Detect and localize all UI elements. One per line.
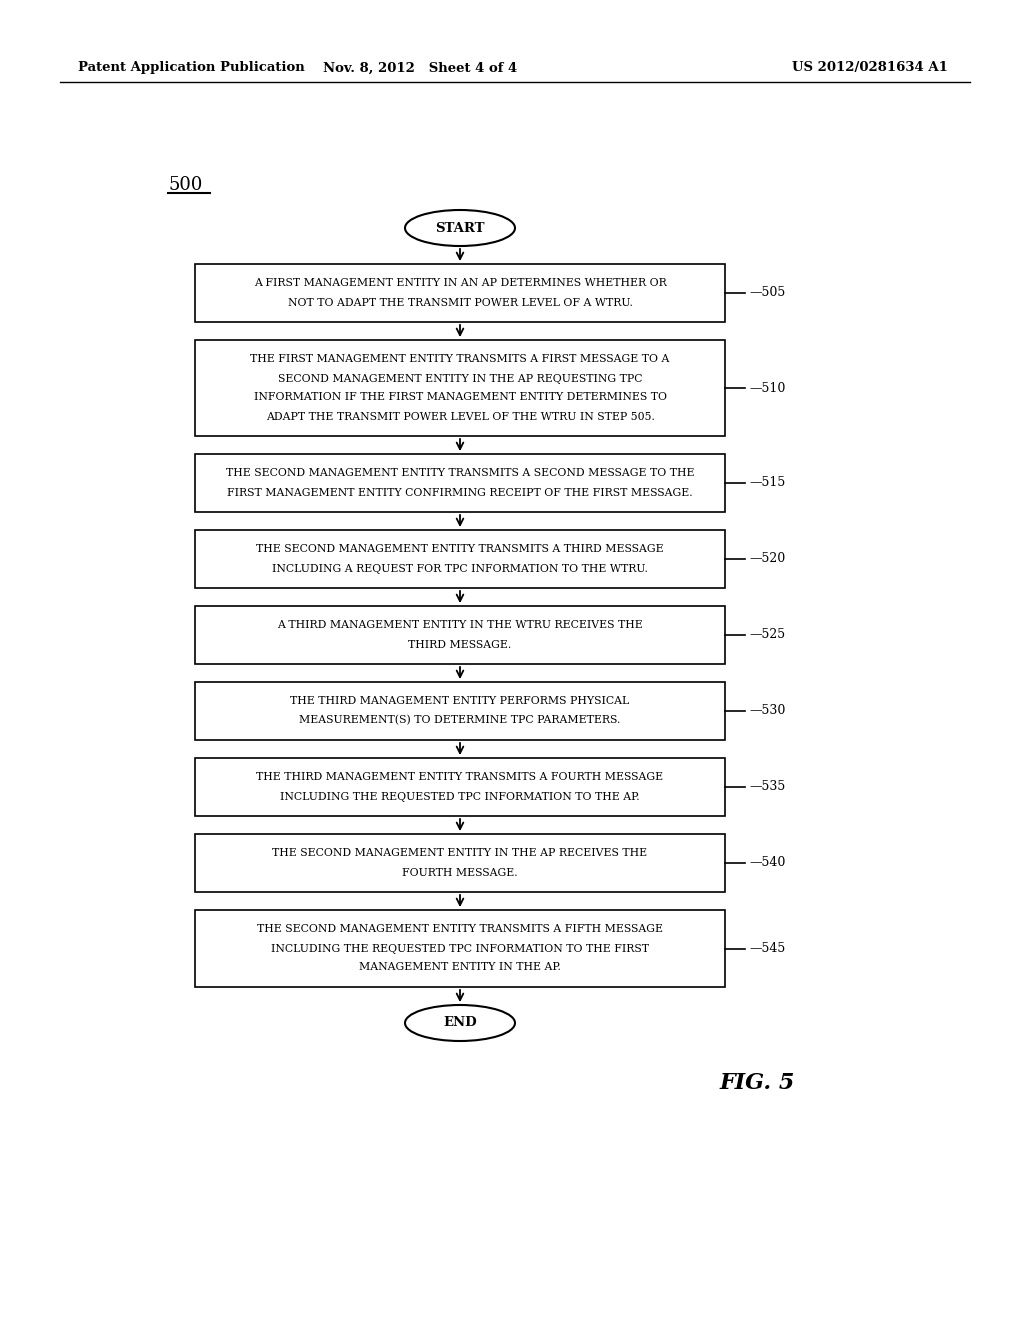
Text: THE SECOND MANAGEMENT ENTITY TRANSMITS A FIFTH MESSAGE: THE SECOND MANAGEMENT ENTITY TRANSMITS A…	[257, 924, 663, 935]
Text: —545: —545	[749, 942, 785, 954]
Bar	[195, 454, 725, 512]
Text: THE THIRD MANAGEMENT ENTITY TRANSMITS A FOURTH MESSAGE: THE THIRD MANAGEMENT ENTITY TRANSMITS A …	[256, 772, 664, 783]
Text: A THIRD MANAGEMENT ENTITY IN THE WTRU RECEIVES THE: A THIRD MANAGEMENT ENTITY IN THE WTRU RE…	[278, 620, 643, 631]
Text: Patent Application Publication: Patent Application Publication	[78, 62, 305, 74]
Bar	[195, 758, 725, 816]
Text: FIRST MANAGEMENT ENTITY CONFIRMING RECEIPT OF THE FIRST MESSAGE.: FIRST MANAGEMENT ENTITY CONFIRMING RECEI…	[227, 487, 693, 498]
Text: —520: —520	[749, 553, 785, 565]
Text: —515: —515	[749, 477, 785, 490]
Text: THE SECOND MANAGEMENT ENTITY IN THE AP RECEIVES THE: THE SECOND MANAGEMENT ENTITY IN THE AP R…	[272, 849, 647, 858]
Text: INCLUDING A REQUEST FOR TPC INFORMATION TO THE WTRU.: INCLUDING A REQUEST FOR TPC INFORMATION …	[272, 564, 648, 573]
Text: —510: —510	[749, 381, 785, 395]
Bar	[195, 834, 725, 892]
Text: INFORMATION IF THE FIRST MANAGEMENT ENTITY DETERMINES TO: INFORMATION IF THE FIRST MANAGEMENT ENTI…	[254, 392, 667, 403]
Text: FOURTH MESSAGE.: FOURTH MESSAGE.	[402, 867, 518, 878]
Bar	[195, 531, 725, 587]
Text: ADAPT THE TRANSMIT POWER LEVEL OF THE WTRU IN STEP 505.: ADAPT THE TRANSMIT POWER LEVEL OF THE WT…	[265, 412, 654, 421]
Text: 500: 500	[168, 176, 203, 194]
Text: MEASUREMENT(S) TO DETERMINE TPC PARAMETERS.: MEASUREMENT(S) TO DETERMINE TPC PARAMETE…	[299, 715, 621, 726]
Text: SECOND MANAGEMENT ENTITY IN THE AP REQUESTING TPC: SECOND MANAGEMENT ENTITY IN THE AP REQUE…	[278, 374, 642, 384]
Text: MANAGEMENT ENTITY IN THE AP.: MANAGEMENT ENTITY IN THE AP.	[359, 962, 561, 973]
Text: INCLUDING THE REQUESTED TPC INFORMATION TO THE FIRST: INCLUDING THE REQUESTED TPC INFORMATION …	[271, 944, 649, 953]
Text: THE FIRST MANAGEMENT ENTITY TRANSMITS A FIRST MESSAGE TO A: THE FIRST MANAGEMENT ENTITY TRANSMITS A …	[250, 355, 670, 364]
Text: —535: —535	[749, 780, 785, 793]
Text: A FIRST MANAGEMENT ENTITY IN AN AP DETERMINES WHETHER OR: A FIRST MANAGEMENT ENTITY IN AN AP DETER…	[254, 279, 667, 289]
Text: —530: —530	[749, 705, 785, 718]
Text: THE SECOND MANAGEMENT ENTITY TRANSMITS A SECOND MESSAGE TO THE: THE SECOND MANAGEMENT ENTITY TRANSMITS A…	[225, 469, 694, 479]
Text: INCLUDING THE REQUESTED TPC INFORMATION TO THE AP.: INCLUDING THE REQUESTED TPC INFORMATION …	[281, 792, 640, 801]
Text: END: END	[443, 1016, 477, 1030]
Text: START: START	[435, 222, 484, 235]
Bar	[195, 606, 725, 664]
Bar	[195, 909, 725, 987]
Text: —505: —505	[749, 286, 785, 300]
Text: —525: —525	[749, 628, 785, 642]
Text: US 2012/0281634 A1: US 2012/0281634 A1	[792, 62, 948, 74]
Text: THE THIRD MANAGEMENT ENTITY PERFORMS PHYSICAL: THE THIRD MANAGEMENT ENTITY PERFORMS PHY…	[291, 697, 630, 706]
Text: —540: —540	[749, 857, 785, 870]
Bar	[195, 682, 725, 741]
Text: Nov. 8, 2012   Sheet 4 of 4: Nov. 8, 2012 Sheet 4 of 4	[323, 62, 517, 74]
Text: THIRD MESSAGE.: THIRD MESSAGE.	[409, 639, 512, 649]
Text: FIG. 5: FIG. 5	[720, 1072, 796, 1094]
Text: THE SECOND MANAGEMENT ENTITY TRANSMITS A THIRD MESSAGE: THE SECOND MANAGEMENT ENTITY TRANSMITS A…	[256, 544, 664, 554]
Bar	[195, 264, 725, 322]
Text: NOT TO ADAPT THE TRANSMIT POWER LEVEL OF A WTRU.: NOT TO ADAPT THE TRANSMIT POWER LEVEL OF…	[288, 297, 633, 308]
Bar	[195, 341, 725, 436]
